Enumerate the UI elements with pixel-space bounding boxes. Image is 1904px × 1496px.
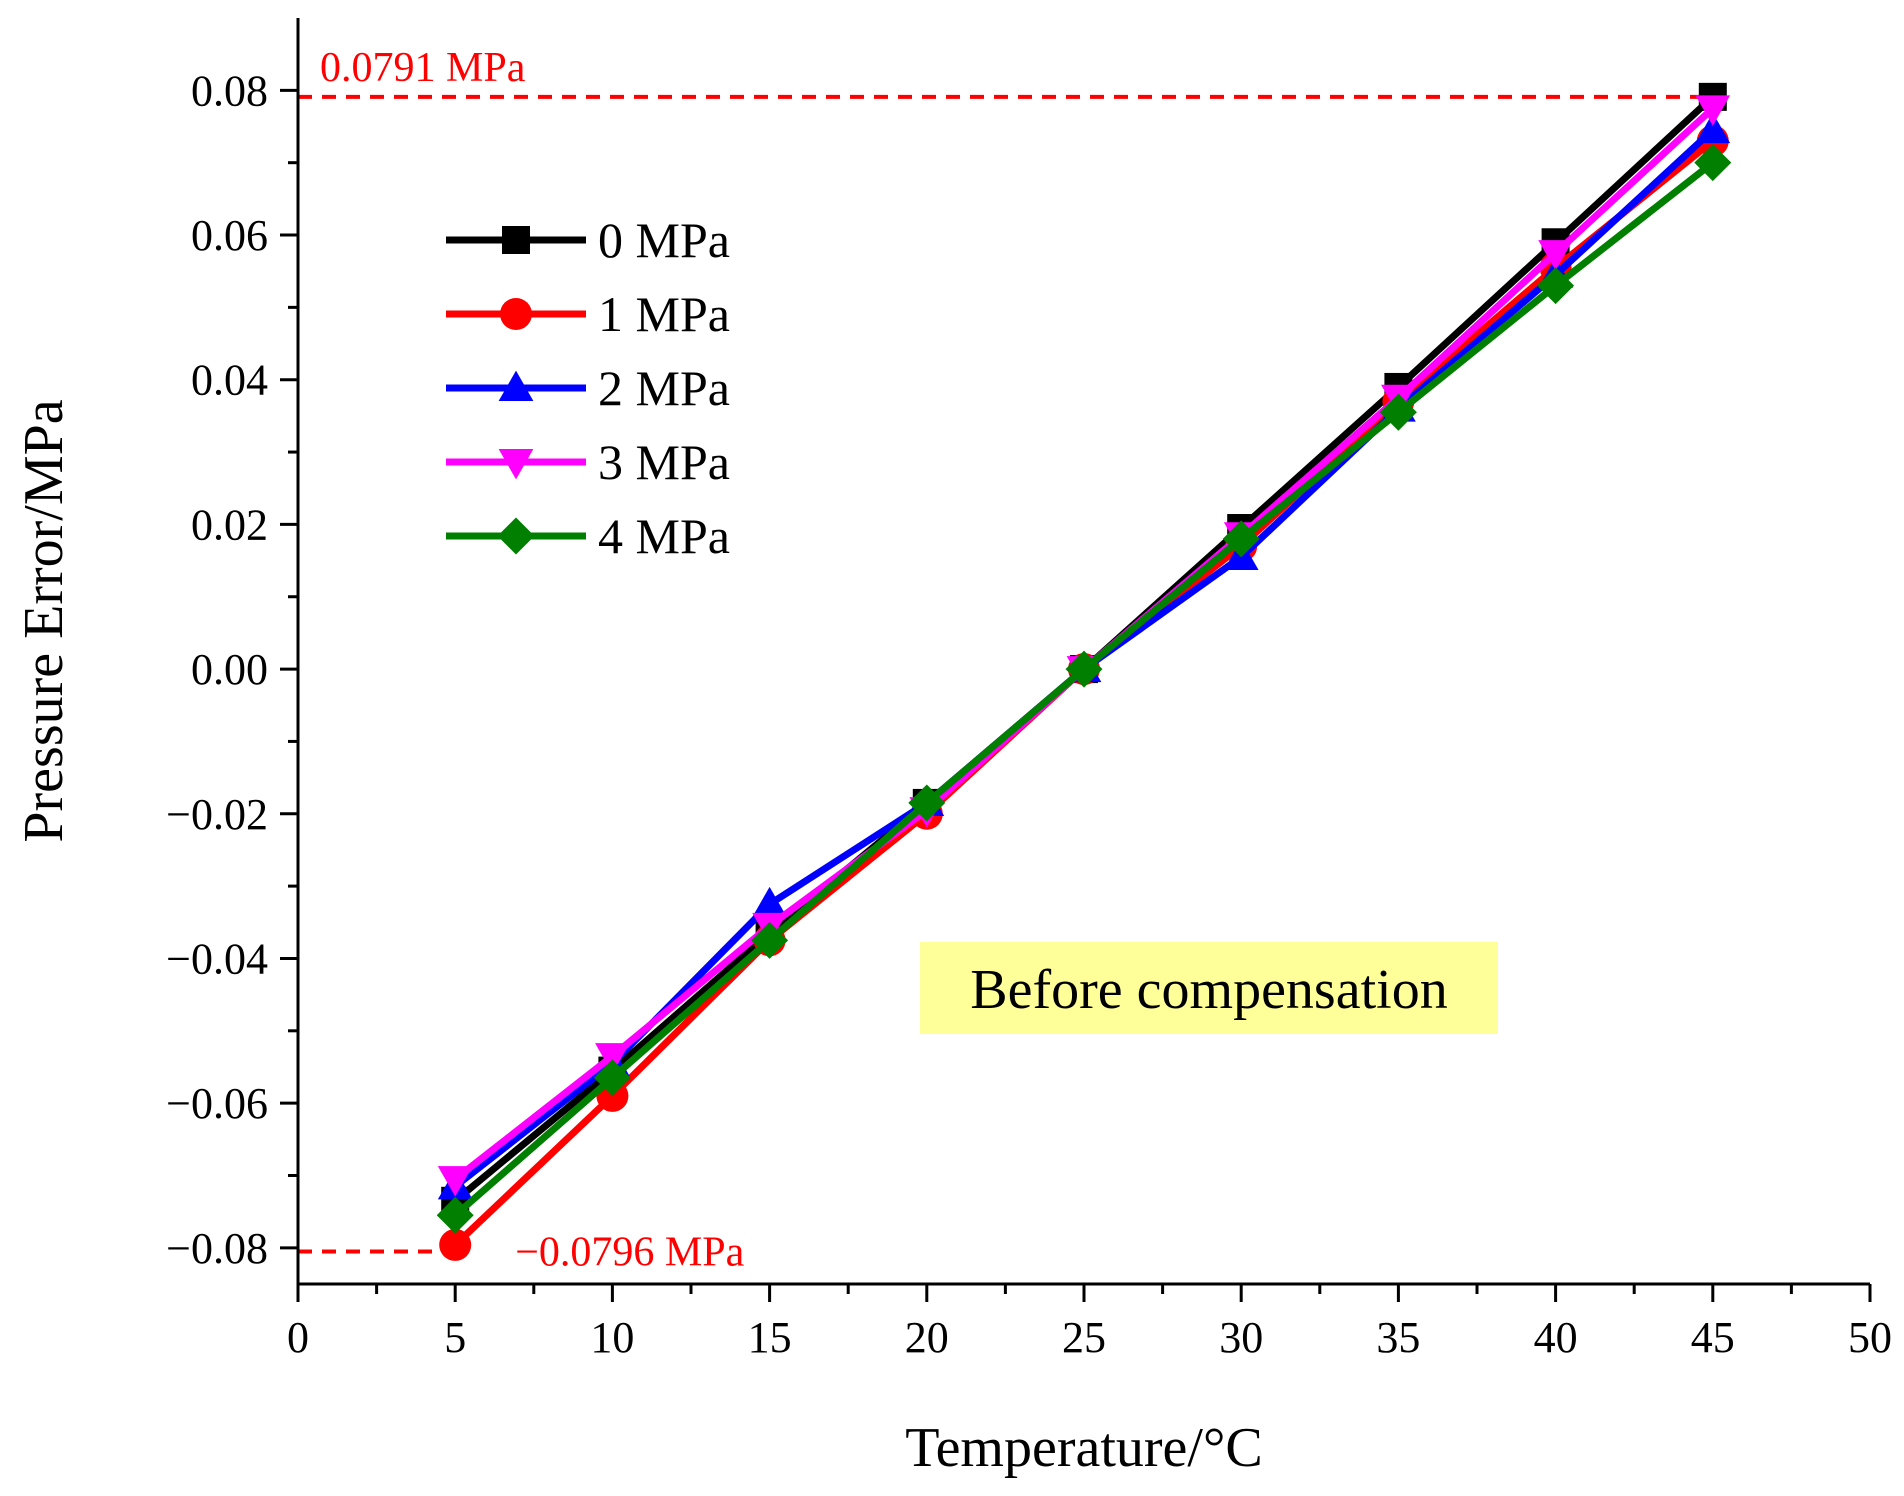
legend-item: 0 MPa [446, 212, 730, 268]
axes: 0 5 10 15 20 25 30 35 40 45 50 −0.08−0.06−0.04−0.0… [166, 18, 1892, 1362]
y-tick-label: 0.00 [191, 645, 268, 694]
x-tick-label: 50 [1848, 1313, 1892, 1362]
legend: 0 MPa 1 MPa 2 MPa 3 MPa 4 MPa [446, 212, 730, 564]
legend-item: 3 MPa [446, 434, 730, 490]
legend-marker [498, 370, 534, 402]
legend-label: 2 MPa [598, 360, 730, 416]
x-tick-label: 25 [1062, 1313, 1106, 1362]
y-tick-label: −0.02 [166, 790, 268, 839]
y-tick-label: 0.02 [191, 500, 268, 549]
legend-label: 0 MPa [598, 212, 730, 268]
y-tick-label: −0.04 [166, 934, 268, 983]
data-point [436, 1196, 474, 1234]
y-tick-label: 0.06 [191, 211, 268, 260]
x-tick-label: 10 [590, 1313, 634, 1362]
x-tick-label: 5 [444, 1313, 466, 1362]
x-tick-label: 20 [905, 1313, 949, 1362]
y-tick-label: −0.06 [166, 1079, 268, 1128]
data-point [1694, 144, 1732, 182]
series-4 [436, 144, 1732, 1234]
reference-lines: 0.0791 MPa −0.0796 MPa [298, 45, 1713, 1275]
y-ticks: −0.08 −0.06 −0.04 −0.02 0.00 0.02 0.04 0.06 0.08 [166, 66, 298, 1273]
x-tick-label: 15 [748, 1313, 792, 1362]
x-tick-label: 0 [287, 1313, 309, 1362]
data-point [1065, 650, 1103, 688]
x-tick-label: 30 [1219, 1313, 1263, 1362]
legend-marker [497, 517, 535, 555]
lower-limit-label: −0.0796 MPa [515, 1229, 744, 1275]
y-tick-label: 0.08 [191, 66, 268, 115]
data-point [1538, 240, 1573, 271]
legend-marker [498, 448, 534, 480]
data-point [439, 1228, 472, 1261]
data-point [437, 1166, 473, 1197]
data-point [1537, 267, 1575, 305]
data-point [1222, 520, 1260, 558]
data-point [1695, 95, 1731, 126]
legend-item: 2 MPa [446, 360, 730, 416]
series [436, 82, 1732, 1261]
data-point [1379, 393, 1417, 431]
upper-limit-label: 0.0791 MPa [320, 45, 526, 91]
legend-marker [502, 226, 530, 254]
data-point [751, 921, 789, 959]
x-axis-title: Temperature/°C [905, 1417, 1262, 1479]
data-point [593, 1059, 631, 1097]
x-tick-label: 45 [1691, 1313, 1735, 1362]
data-point [908, 784, 946, 822]
y-tick-label: 0.04 [191, 356, 268, 405]
legend-label: 4 MPa [598, 508, 730, 564]
annotation-text: Before compensation [970, 959, 1447, 1021]
data-point [752, 886, 787, 918]
legend-item: 1 MPa [446, 286, 730, 342]
x-tick-label: 35 [1376, 1313, 1420, 1362]
legend-marker [500, 298, 532, 330]
data-point [595, 1043, 630, 1074]
legend-item: 4 MPa [446, 508, 730, 564]
x-tick-label: 40 [1534, 1313, 1578, 1362]
annotation-background [920, 942, 1498, 1034]
data-point [1695, 112, 1731, 144]
legend-label: 1 MPa [598, 286, 730, 342]
y-axis-title: Pressure Error/MPa [13, 399, 75, 842]
x-ticks: 0 5 10 15 20 25 30 35 40 45 50 [287, 1284, 1892, 1362]
y-tick-label: −0.08 [166, 1224, 268, 1273]
annotation-badge: Before compensation [920, 942, 1498, 1034]
legend-label: 3 MPa [598, 434, 730, 490]
